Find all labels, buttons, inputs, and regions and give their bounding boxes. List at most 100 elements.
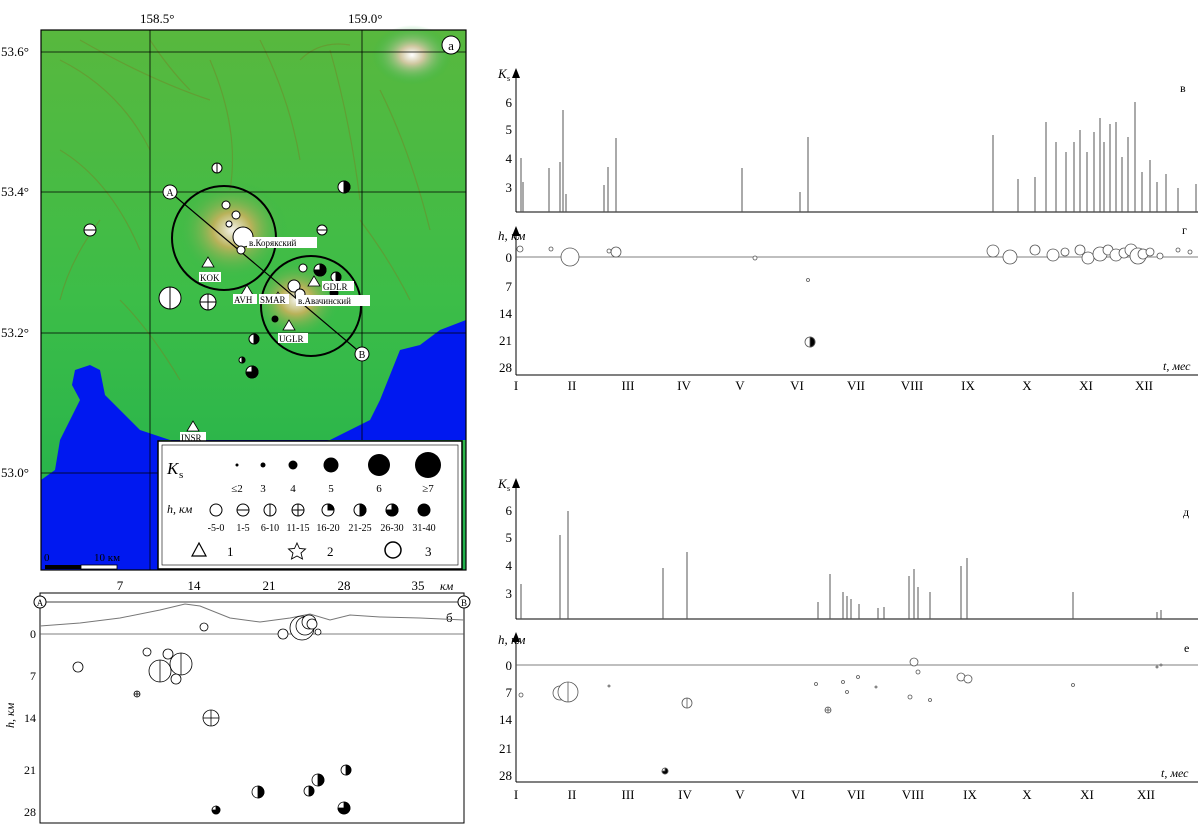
- panel-label: а: [448, 38, 454, 53]
- month-e-5: V: [735, 787, 745, 802]
- profile-x-tick-4: 28: [338, 578, 351, 593]
- timeseries-top: K s 3 4 5 6 в h, км 0 7 14 21 28 г: [497, 66, 1198, 392]
- panel-label-e: е: [1184, 641, 1189, 655]
- profile-end-b-text: B: [461, 598, 467, 608]
- profile-y-label: h, км: [3, 702, 17, 728]
- month-g-11: XI: [1079, 378, 1093, 392]
- topography-line: [39, 603, 465, 627]
- legend-ks-class-2: 3: [260, 483, 266, 495]
- legend-depth-class-1: -5-0: [208, 523, 225, 534]
- profile-end-b-label: B: [359, 350, 366, 361]
- legend-depth-class-3: 6-10: [261, 523, 279, 534]
- station-kok: KOK: [200, 273, 220, 283]
- depth-tick-e-0: 0: [506, 658, 513, 673]
- month-g-8: VIII: [901, 378, 923, 392]
- northern-volcano-summit: [372, 25, 452, 85]
- profile-end-a-marker: [162, 184, 178, 200]
- month-g-3: III: [622, 378, 635, 392]
- profile-x-unit: км: [440, 579, 454, 593]
- legend-ks-class-6: ≥7: [422, 483, 434, 495]
- panel-label-d: д: [1183, 505, 1189, 519]
- legend-depth-symbols: [209, 503, 431, 517]
- month-e-12: XII: [1137, 787, 1155, 802]
- month-g-1: I: [514, 378, 518, 392]
- depth-tick-e-21: 21: [499, 741, 512, 756]
- legend-ks-circles: [235, 452, 441, 478]
- legend-ks-class-4: 5: [328, 483, 334, 495]
- ks-bars-d: [520, 511, 1162, 619]
- ks-tick-v-5: 5: [506, 122, 513, 137]
- koryaksky-summit: [177, 180, 287, 280]
- lat-tick-2: 53.4°: [1, 184, 29, 199]
- month-e-10: X: [1022, 787, 1032, 802]
- station-insr: INSR: [181, 433, 202, 443]
- ks-axis-label-d: K: [497, 476, 508, 491]
- month-e-1: I: [514, 787, 518, 802]
- month-e-6: VI: [791, 787, 805, 802]
- month-e-2: II: [568, 787, 577, 802]
- coordinate-grid: [41, 30, 466, 570]
- month-g-5: V: [735, 378, 745, 392]
- legend-symbol-2: 2: [327, 544, 334, 559]
- legend-depth-class-7: 26-30: [380, 523, 403, 534]
- month-g-9: IX: [961, 378, 975, 392]
- month-g-6: VI: [790, 378, 804, 392]
- month-g-10: X: [1022, 378, 1032, 392]
- legend-ks-class-3: 4: [290, 483, 296, 495]
- station-smar: SMAR: [260, 295, 286, 305]
- ks-bars-v: [520, 102, 1197, 212]
- legend-triangle-icon: [190, 541, 208, 557]
- legend-ks-class-5: 6: [376, 483, 382, 495]
- depth-tick-e-7: 7: [506, 685, 513, 700]
- month-e-11: XI: [1080, 787, 1094, 802]
- panel-label-v: в: [1180, 81, 1186, 95]
- profile-line: [169, 191, 363, 355]
- month-e-4: IV: [678, 787, 692, 802]
- depth-tick-g-28: 28: [499, 360, 512, 375]
- profile-y-tick-3: 14: [24, 711, 36, 725]
- ks-tick-d-3: 3: [506, 586, 513, 601]
- ks-tick-v-3: 3: [506, 180, 513, 195]
- month-e-9: IX: [963, 787, 977, 802]
- lat-tick-1: 53.6°: [1, 44, 29, 59]
- scale-label: 10 км: [94, 552, 120, 564]
- profile-panel: 7 14 21 28 35 км A B б 0 7 14 21 28 h, к…: [3, 578, 471, 824]
- depth-tick-g-14: 14: [499, 306, 513, 321]
- ks-axis-sub-v: s: [507, 74, 510, 83]
- legend-box: K s ≤2 3 4 5 6 ≥7 h, км -5-0 1-5 6-10 11…: [157, 440, 463, 570]
- depth-axis-label-e: h, км: [498, 632, 525, 647]
- map-frame: [40, 29, 467, 571]
- profile-y-tick-1: 0: [30, 627, 36, 641]
- ks-tick-d-5: 5: [506, 530, 513, 545]
- lon-tick-1: 158.5°: [140, 11, 174, 26]
- legend-circle-icon: [384, 541, 402, 559]
- legend-depth-class-4: 11-15: [287, 523, 310, 534]
- lat-tick-3: 53.2°: [1, 325, 29, 340]
- panel-label-g: г: [1182, 223, 1187, 237]
- legend-star-icon: [287, 541, 307, 560]
- month-g-12: XII: [1135, 378, 1153, 392]
- legend-ks-sub: s: [179, 469, 183, 481]
- profile-frame: [39, 592, 465, 824]
- depth-tick-e-14: 14: [499, 712, 513, 727]
- profile-x-tick-3: 21: [263, 578, 276, 593]
- legend-ks-class-1: ≤2: [231, 483, 243, 495]
- depth-tick-e-28: 28: [499, 768, 512, 783]
- profile-y-tick-2: 7: [30, 669, 36, 683]
- scale-bar: 0 10 км: [44, 552, 120, 570]
- ks-axis-label-v: K: [497, 66, 508, 81]
- lon-tick-2: 159.0°: [348, 11, 382, 26]
- legend-depth-symbol: h, км: [167, 502, 193, 516]
- legend-depth-class-5: 16-20: [316, 523, 339, 534]
- legend-symbol-1: 1: [227, 544, 234, 559]
- profile-x-tick-5: 35: [412, 578, 425, 593]
- ks-tick-d-6: 6: [506, 503, 513, 518]
- depth-events-g: [516, 243, 1193, 348]
- profile-end-b-icon: [457, 595, 471, 609]
- profile-panel-label: б: [446, 610, 453, 625]
- month-g-7: VII: [847, 378, 865, 392]
- ks-axis-sub-d: s: [507, 484, 510, 493]
- depth-events-e: [518, 657, 1163, 775]
- time-axis-label-e: t, мес: [1161, 766, 1189, 780]
- map-earthquakes: [83, 162, 351, 379]
